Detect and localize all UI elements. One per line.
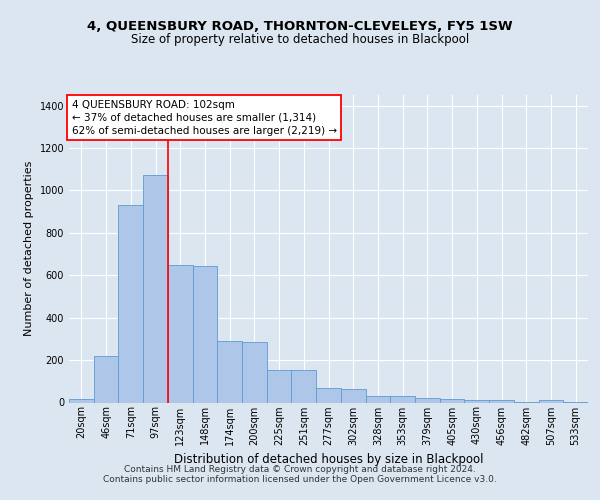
Bar bbox=[94, 356, 118, 403]
X-axis label: Distribution of detached houses by size in Blackpool: Distribution of detached houses by size … bbox=[174, 453, 483, 466]
Bar bbox=[193, 266, 217, 402]
Text: Size of property relative to detached houses in Blackpool: Size of property relative to detached ho… bbox=[131, 32, 469, 46]
Bar bbox=[217, 341, 242, 402]
Bar bbox=[242, 342, 267, 402]
Bar bbox=[143, 174, 168, 402]
Bar bbox=[168, 264, 193, 402]
Bar bbox=[341, 388, 365, 402]
Bar bbox=[69, 400, 94, 402]
Bar bbox=[390, 396, 415, 402]
Bar bbox=[292, 370, 316, 402]
Bar bbox=[539, 400, 563, 402]
Bar bbox=[316, 388, 341, 402]
Bar bbox=[464, 400, 489, 402]
Bar bbox=[415, 398, 440, 402]
Bar bbox=[365, 396, 390, 402]
Bar bbox=[489, 400, 514, 402]
Text: Contains public sector information licensed under the Open Government Licence v3: Contains public sector information licen… bbox=[103, 476, 497, 484]
Text: Contains HM Land Registry data © Crown copyright and database right 2024.: Contains HM Land Registry data © Crown c… bbox=[124, 464, 476, 473]
Bar bbox=[440, 398, 464, 402]
Y-axis label: Number of detached properties: Number of detached properties bbox=[24, 161, 34, 336]
Bar bbox=[118, 206, 143, 402]
Text: 4, QUEENSBURY ROAD, THORNTON-CLEVELEYS, FY5 1SW: 4, QUEENSBURY ROAD, THORNTON-CLEVELEYS, … bbox=[87, 20, 513, 33]
Text: 4 QUEENSBURY ROAD: 102sqm
← 37% of detached houses are smaller (1,314)
62% of se: 4 QUEENSBURY ROAD: 102sqm ← 37% of detac… bbox=[71, 100, 337, 136]
Bar bbox=[267, 370, 292, 402]
